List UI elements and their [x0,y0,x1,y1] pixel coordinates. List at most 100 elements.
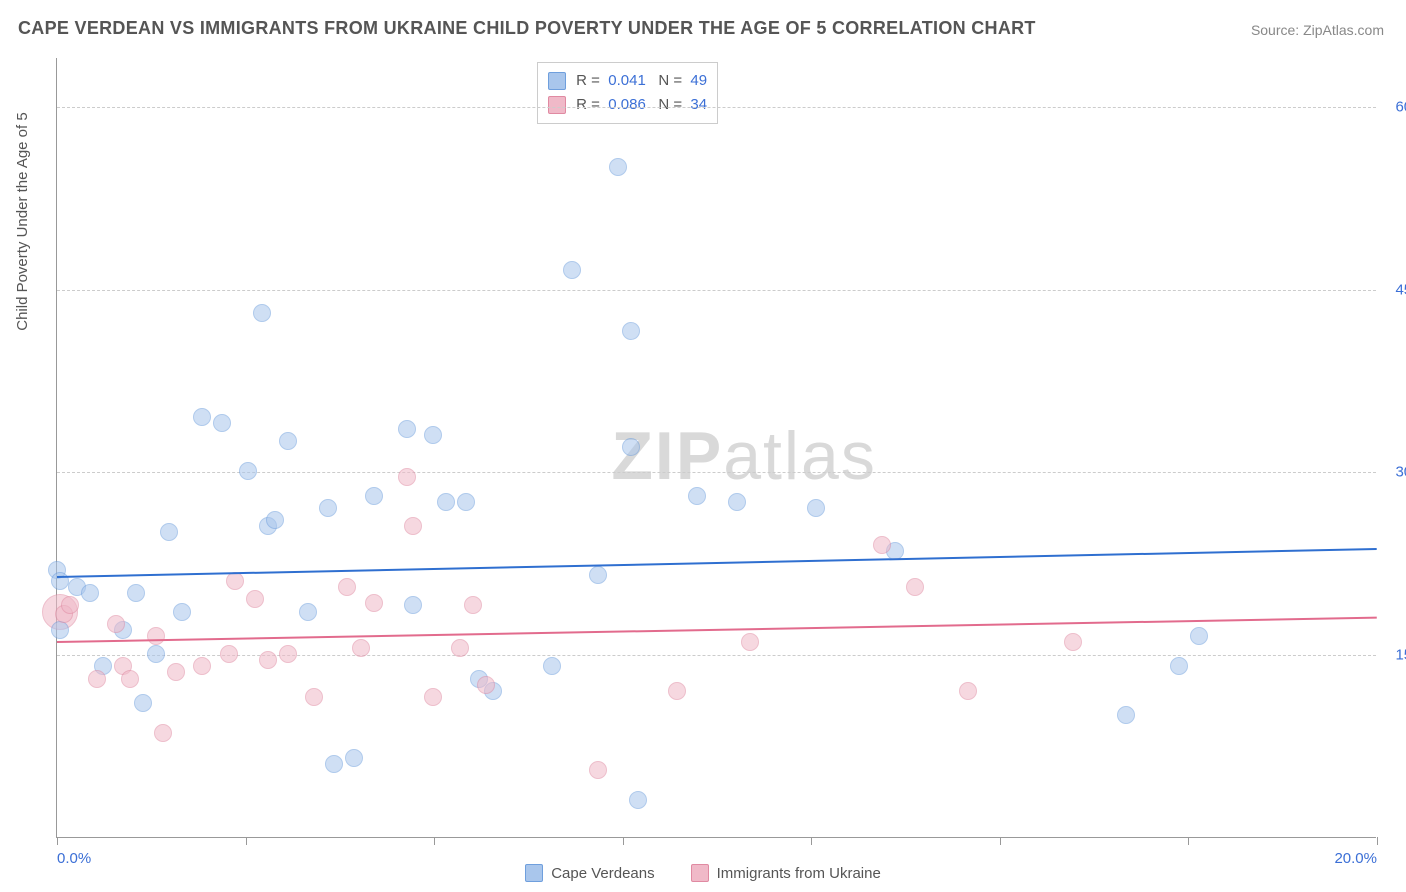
legend-swatch [548,96,566,114]
scatter-point [959,682,977,700]
scatter-point [220,645,238,663]
scatter-point [51,621,69,639]
scatter-point [622,322,640,340]
scatter-point [609,158,627,176]
legend-correlation-text: R = 0.086 N = 34 [572,93,707,117]
x-tick [246,837,247,845]
legend-swatch [548,72,566,90]
scatter-point [464,596,482,614]
watermark-zip: ZIP [611,418,723,494]
scatter-point [134,694,152,712]
scatter-point [81,584,99,602]
scatter-point [451,639,469,657]
scatter-point [279,645,297,663]
legend-correlation-row: R = 0.086 N = 34 [548,93,707,117]
scatter-point [1190,627,1208,645]
scatter-point [728,493,746,511]
scatter-plot-area: ZIPatlas R = 0.041 N = 49 R = 0.086 N = … [56,58,1376,838]
scatter-point [61,596,79,614]
scatter-point [88,670,106,688]
correlation-legend: R = 0.041 N = 49 R = 0.086 N = 34 [537,62,718,124]
legend-correlation-row: R = 0.041 N = 49 [548,69,707,93]
scatter-point [629,791,647,809]
scatter-point [226,572,244,590]
legend-series-label: Immigrants from Ukraine [717,865,881,882]
scatter-point [457,493,475,511]
scatter-point [365,487,383,505]
scatter-point [253,304,271,322]
watermark-atlas: atlas [723,418,877,494]
scatter-point [365,594,383,612]
scatter-point [239,462,257,480]
scatter-point [873,536,891,554]
x-tick [57,837,58,845]
scatter-point [563,261,581,279]
scatter-point [424,426,442,444]
scatter-point [668,682,686,700]
y-tick-label: 60.0% [1395,98,1406,115]
scatter-point [154,724,172,742]
scatter-point [305,688,323,706]
scatter-point [404,517,422,535]
scatter-point [437,493,455,511]
series-legend: Cape Verdeans Immigrants from Ukraine [0,864,1406,882]
scatter-point [1170,657,1188,675]
scatter-point [1064,633,1082,651]
watermark: ZIPatlas [611,417,876,495]
scatter-point [147,645,165,663]
scatter-point [160,523,178,541]
gridline [57,655,1376,656]
scatter-point [127,584,145,602]
x-tick [811,837,812,845]
scatter-point [121,670,139,688]
scatter-point [1117,706,1135,724]
chart-title: CAPE VERDEAN VS IMMIGRANTS FROM UKRAINE … [18,18,1036,39]
legend-series-label: Cape Verdeans [551,865,654,882]
scatter-point [167,663,185,681]
scatter-point [404,596,422,614]
scatter-point [107,615,125,633]
gridline [57,290,1376,291]
scatter-point [319,499,337,517]
scatter-point [147,627,165,645]
scatter-point [338,578,356,596]
scatter-point [398,468,416,486]
scatter-point [213,414,231,432]
scatter-point [279,432,297,450]
legend-swatch [691,864,709,882]
scatter-point [325,755,343,773]
scatter-point [299,603,317,621]
scatter-point [193,657,211,675]
x-tick [1000,837,1001,845]
scatter-point [589,761,607,779]
scatter-point [424,688,442,706]
x-tick [1188,837,1189,845]
scatter-point [398,420,416,438]
legend-correlation-text: R = 0.041 N = 49 [572,69,707,93]
scatter-point [589,566,607,584]
y-tick-label: 30.0% [1395,464,1406,481]
legend-swatch [525,864,543,882]
trend-line [57,548,1377,578]
y-tick-label: 15.0% [1395,647,1406,664]
scatter-point [51,572,69,590]
legend-series-item: Cape Verdeans [525,864,654,882]
x-tick [434,837,435,845]
gridline [57,107,1376,108]
scatter-point [906,578,924,596]
scatter-point [266,511,284,529]
scatter-point [622,438,640,456]
trend-line [57,616,1377,642]
x-tick [1377,837,1378,845]
scatter-point [173,603,191,621]
source-attribution: Source: ZipAtlas.com [1251,22,1384,38]
scatter-point [352,639,370,657]
scatter-point [807,499,825,517]
y-axis-label: Child Poverty Under the Age of 5 [14,112,31,330]
scatter-point [688,487,706,505]
scatter-point [259,651,277,669]
y-tick-label: 45.0% [1395,281,1406,298]
scatter-point [246,590,264,608]
scatter-point [477,676,495,694]
scatter-point [543,657,561,675]
